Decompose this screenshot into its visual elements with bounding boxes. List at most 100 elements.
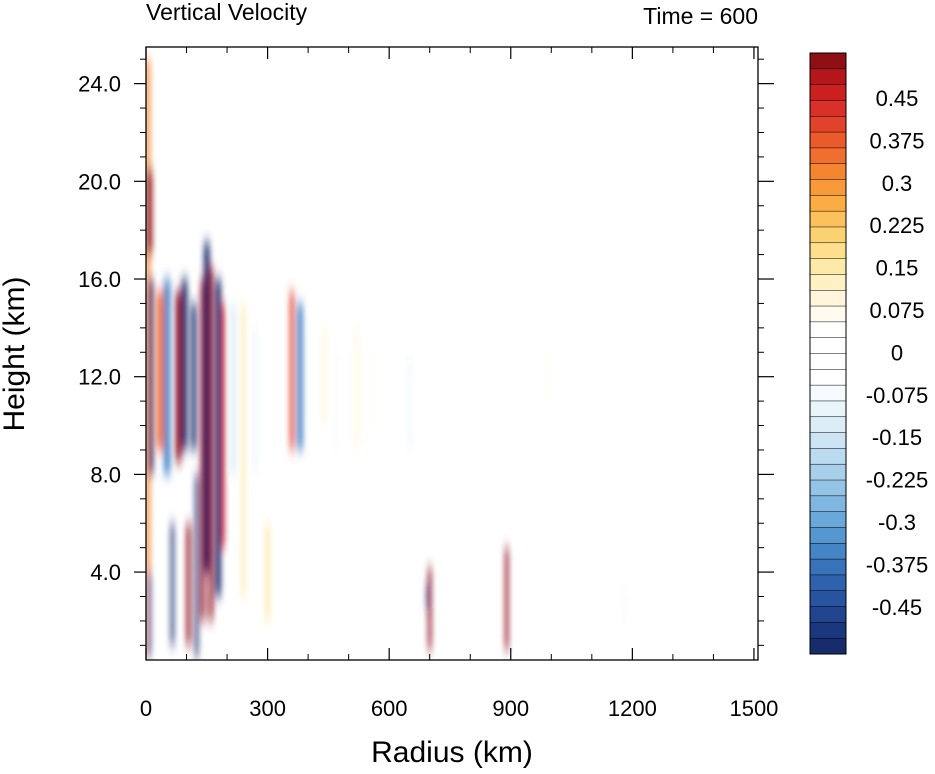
- x-axis-label: Radius (km): [371, 736, 533, 769]
- time-label: Time = 600: [643, 3, 758, 29]
- velocity-band-13: [203, 242, 210, 573]
- velocity-band-5: [163, 279, 171, 475]
- colorbar-swatch: [810, 638, 846, 655]
- colorbar-swatch: [810, 527, 846, 544]
- colorbar-swatch: [810, 511, 846, 528]
- colorbar-swatch: [810, 369, 846, 386]
- x-tick-label: 900: [492, 696, 529, 721]
- colorbar-label: 0: [891, 340, 903, 365]
- y-tick-label: 16.0: [78, 267, 121, 292]
- velocity-band-15: [215, 279, 221, 597]
- velocity-band-21: [289, 291, 294, 450]
- velocity-band-2: [148, 279, 154, 475]
- colorbar-swatch: [810, 116, 846, 133]
- y-tick-label: 12.0: [78, 365, 121, 390]
- velocity-band-17: [231, 303, 235, 475]
- plot-frame: [145, 46, 759, 661]
- colorbar-swatch: [810, 321, 846, 339]
- velocity-band-24: [334, 352, 339, 450]
- colorbar-swatch: [810, 195, 846, 212]
- colorbar-label: 0.45: [876, 86, 919, 111]
- y-tick-label: 24.0: [78, 72, 121, 97]
- colorbar-swatch: [810, 464, 846, 481]
- x-tick-label: 300: [249, 696, 286, 721]
- colorbar-label: -0.45: [872, 595, 922, 620]
- colorbar-label: 0.375: [869, 128, 924, 153]
- colorbar-swatch: [810, 179, 846, 196]
- colorbar-swatch: [810, 53, 846, 70]
- velocity-band-20: [265, 523, 270, 621]
- colorbar-labels: 0.45 0.375 0.3 0.225 0.15 0.075 0 -0.075 -0.15 -0…: [866, 86, 928, 620]
- colorbar-swatch: [810, 559, 846, 576]
- velocity-band-18: [241, 303, 245, 597]
- colorbar-frame: [809, 52, 847, 655]
- velocity-band-19: [253, 327, 258, 475]
- colorbar-swatch: [810, 290, 846, 307]
- colorbar-label: 0.075: [869, 298, 924, 323]
- colorbar-swatch: [810, 306, 846, 323]
- colorbar-label: -0.075: [866, 383, 928, 408]
- velocity-band-25: [355, 327, 359, 450]
- velocity-band-29: [426, 584, 429, 609]
- chart-title: Vertical Velocity: [146, 0, 308, 25]
- velocity-band-28: [428, 567, 432, 651]
- velocity-band-8: [181, 279, 188, 450]
- velocity-band-23: [322, 327, 327, 426]
- velocity-band-16: [221, 303, 225, 548]
- colorbar-swatch: [810, 337, 846, 354]
- y-tick-label: 4.0: [90, 560, 121, 585]
- velocity-band-32: [622, 584, 626, 621]
- y-axis-label: Height (km): [0, 276, 31, 431]
- plot-background: [146, 47, 758, 660]
- colorbar: [809, 52, 847, 655]
- colorbar-swatch: [810, 448, 846, 465]
- colorbar-swatch: [810, 543, 846, 560]
- colorbar-swatch: [810, 495, 846, 513]
- colorbar-swatch: [810, 274, 846, 291]
- colorbar-label: 0.225: [869, 213, 924, 238]
- velocity-band-9: [186, 523, 191, 646]
- colorbar-label: 0.15: [876, 256, 919, 281]
- velocity-band-7: [175, 291, 182, 463]
- velocity-band-27: [407, 352, 412, 450]
- velocity-band-4: [156, 291, 164, 450]
- velocity-field: [146, 59, 626, 658]
- colorbar-swatch: [810, 385, 846, 402]
- colorbar-swatch: [810, 480, 846, 497]
- y-tick-label: 20.0: [78, 169, 121, 194]
- colorbar-label: -0.225: [866, 468, 928, 493]
- colorbar-swatch: [810, 242, 846, 260]
- x-tick-label: 1200: [608, 696, 657, 721]
- colorbar-swatch: [810, 84, 846, 101]
- x-axis-ticks: 0 300 600 900 1200 1500: [140, 47, 778, 721]
- velocity-band-11: [195, 474, 199, 658]
- colorbar-swatch: [810, 353, 846, 370]
- colorbar-swatch: [810, 68, 846, 86]
- colorbar-swatch: [810, 400, 846, 418]
- colorbar-swatch: [810, 622, 846, 639]
- colorbar-swatch: [810, 147, 846, 165]
- x-tick-label: 0: [140, 696, 152, 721]
- colorbar-swatch: [810, 211, 846, 228]
- velocity-band-12: [200, 279, 205, 621]
- colorbar-swatch: [810, 258, 846, 275]
- colorbar-swatch: [810, 226, 846, 244]
- velocity-band-31: [545, 352, 549, 402]
- colorbar-swatch: [810, 416, 846, 433]
- colorbar-swatch: [810, 574, 846, 592]
- colorbar-swatch: [810, 432, 846, 449]
- velocity-band-30: [505, 547, 509, 651]
- colorbar-label: -0.375: [866, 552, 928, 577]
- colorbar-swatch: [810, 590, 846, 607]
- colorbar-swatch: [810, 163, 846, 180]
- velocity-band-1: [146, 169, 153, 255]
- colorbar-swatch: [810, 100, 846, 117]
- velocity-band-26: [371, 352, 375, 426]
- y-axis-ticks: 4.0 8.0 12.0 16.0 20.0 24.0: [78, 58, 774, 646]
- colorbar-label: -0.15: [872, 425, 922, 450]
- x-tick-label: 600: [371, 696, 408, 721]
- velocity-band-3: [147, 572, 151, 658]
- colorbar-swatch: [810, 606, 846, 623]
- velocity-band-22: [297, 303, 303, 450]
